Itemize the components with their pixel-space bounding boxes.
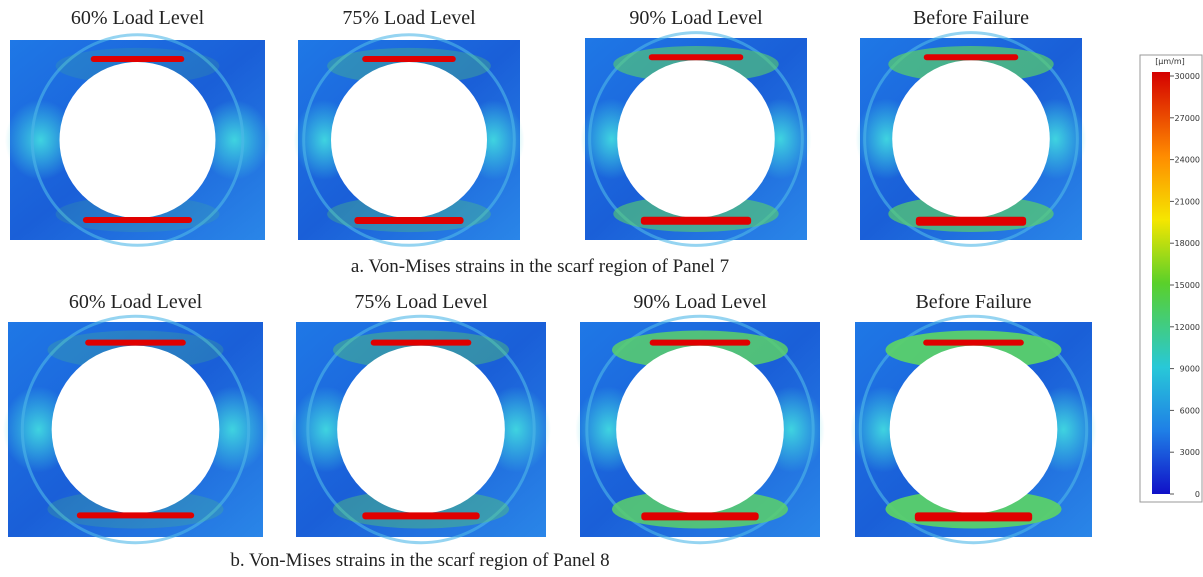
- peak-strain: [924, 54, 1019, 60]
- colorbar-tick-label: 0: [1195, 490, 1200, 499]
- peak-strain: [916, 217, 1026, 226]
- colorbar-tick-label: 9000: [1180, 365, 1200, 374]
- colorbar-unit: [µm/m]: [1155, 57, 1185, 66]
- panel-title: 90% Load Level: [633, 291, 767, 313]
- caption: a. Von-Mises strains in the scarf region…: [351, 256, 729, 277]
- peak-strain: [91, 56, 185, 62]
- peak-strain: [362, 56, 456, 62]
- panel-title: 75% Load Level: [342, 7, 476, 29]
- hole: [52, 346, 220, 514]
- colorbar-tick-label: 6000: [1180, 406, 1200, 415]
- strain-map: [294, 35, 525, 246]
- colorbar-tick-label: 15000: [1175, 281, 1200, 290]
- strain-map: [5, 35, 270, 246]
- panel-title: 60% Load Level: [69, 291, 203, 313]
- peak-strain: [649, 54, 744, 60]
- colorbar-tick-label: 21000: [1175, 197, 1200, 206]
- colorbar-tick-label: 24000: [1175, 156, 1200, 165]
- panel-title: 60% Load Level: [71, 7, 205, 29]
- peak-strain: [362, 512, 479, 519]
- peak-strain: [650, 340, 751, 346]
- hole: [892, 60, 1050, 218]
- peak-strain: [915, 512, 1032, 521]
- hole: [337, 346, 505, 514]
- strain-map: [575, 316, 825, 542]
- strain-map: [856, 33, 1087, 246]
- panel-title: Before Failure: [913, 7, 1029, 29]
- page: [µm/m] 60% Load Level 75% Load Level 90% L…: [0, 0, 1203, 577]
- peak-strain: [923, 340, 1024, 346]
- colorbar: [1152, 72, 1170, 494]
- hole: [890, 346, 1058, 514]
- peak-strain: [371, 340, 472, 346]
- colorbar-tick-label: 27000: [1175, 114, 1200, 123]
- colorbar-tick-label: 3000: [1180, 448, 1200, 457]
- colorbar-tick-label: 12000: [1175, 323, 1200, 332]
- panel-title: 75% Load Level: [354, 291, 488, 313]
- peak-strain: [641, 217, 751, 225]
- strain-map: [291, 316, 551, 542]
- caption: b. Von-Mises strains in the scarf region…: [230, 550, 609, 571]
- hole: [616, 346, 784, 514]
- colorbar-tick-label: 18000: [1175, 239, 1200, 248]
- peak-strain: [77, 512, 194, 518]
- hole: [60, 62, 216, 218]
- strain-map: [3, 316, 268, 542]
- hole: [331, 62, 487, 218]
- figure: [µm/m] 60% Load Level 75% Load Level 90% L…: [0, 0, 1203, 577]
- strain-map: [850, 316, 1096, 542]
- peak-strain: [354, 217, 463, 224]
- colorbar-tick-label: 30000: [1175, 72, 1200, 81]
- panel-title: Before Failure: [915, 291, 1031, 313]
- strain-map: [581, 33, 812, 246]
- peak-strain: [85, 340, 186, 346]
- peak-strain: [641, 512, 758, 520]
- hole: [617, 60, 775, 218]
- panel-title: 90% Load Level: [629, 7, 763, 29]
- peak-strain: [83, 217, 192, 223]
